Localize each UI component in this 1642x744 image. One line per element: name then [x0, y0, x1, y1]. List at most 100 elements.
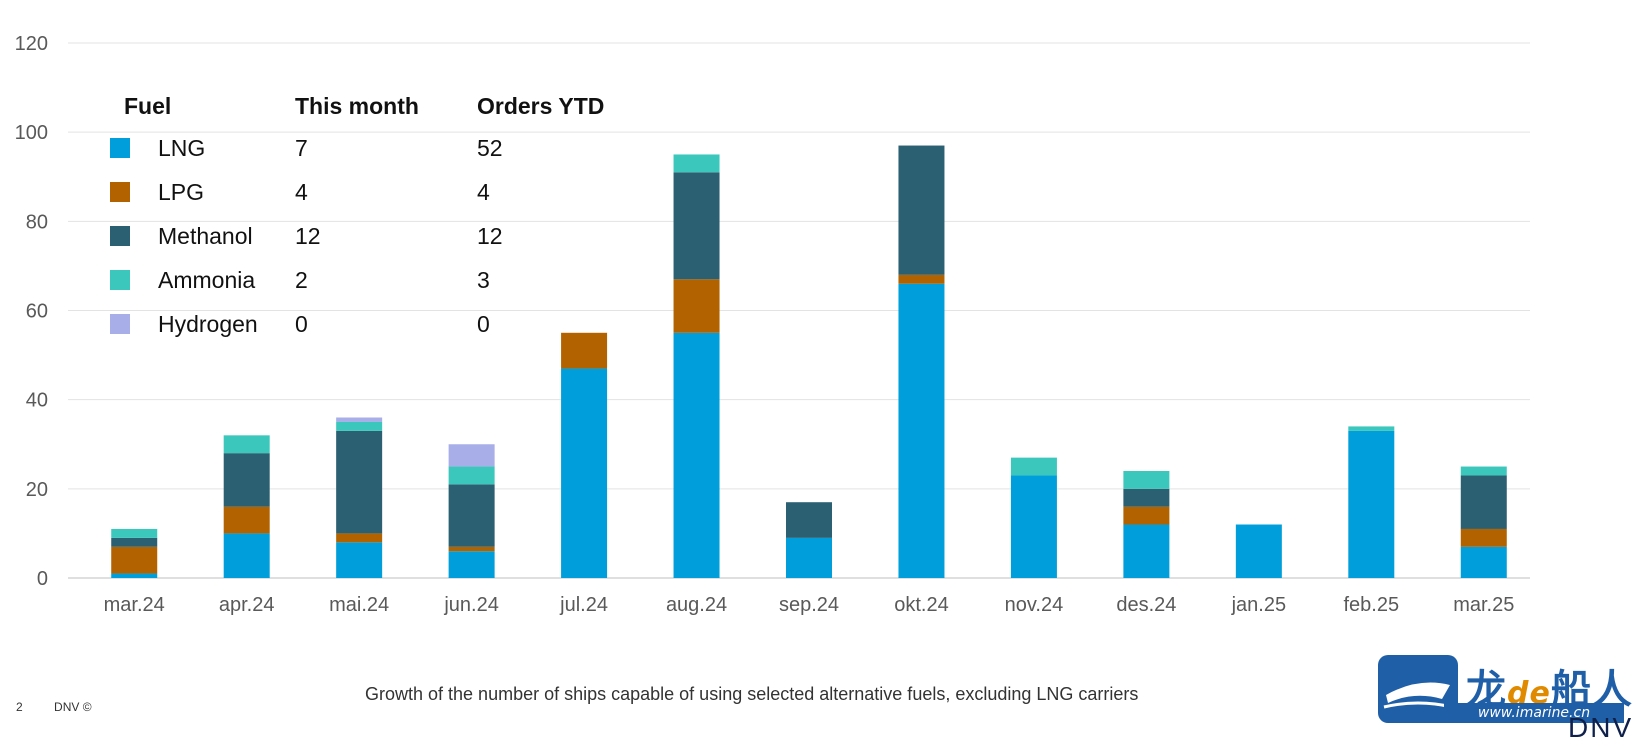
x-tick-label: mai.24	[329, 594, 389, 616]
bar-lpg-apr.24	[223, 506, 270, 534]
x-tick-label: mar.24	[104, 594, 165, 616]
x-tick-label: nov.24	[1005, 594, 1064, 616]
x-tick-label: apr.24	[219, 594, 275, 616]
legend-this-month-hydrogen: 0	[295, 310, 308, 337]
legend-fuel-lng: LNG	[158, 134, 206, 161]
legend-fuel-hydrogen: Hydrogen	[158, 310, 258, 337]
bar-ammonia-feb.25	[1348, 426, 1395, 431]
legend-header-orders-ytd: Orders YTD	[477, 92, 605, 119]
bar-lng-sep.24	[786, 537, 832, 578]
legend-orders-ytd-hydrogen: 0	[477, 310, 490, 337]
y-tick-label: 120	[15, 33, 48, 55]
y-tick-label: 80	[26, 211, 48, 233]
legend-this-month-methanol: 12	[295, 222, 321, 249]
legend-this-month-lng: 7	[295, 134, 308, 161]
legend-row-lpg: LPG 4 4	[110, 170, 657, 214]
watermark-logo: 龙de船人 www.imarine.cn	[1378, 655, 1632, 723]
legend-row-lng: LNG 7 52	[110, 126, 657, 170]
x-tick-label: okt.24	[894, 594, 948, 616]
legend-header-row: Fuel This month Orders YTD	[110, 86, 657, 126]
bar-lng-mai.24	[336, 542, 383, 578]
bar-lng-mar.24	[111, 573, 158, 578]
bar-ammonia-mar.24	[111, 528, 158, 538]
legend-row-methanol: Methanol 12 12	[110, 214, 657, 258]
y-tick-label: 20	[26, 479, 48, 501]
y-tick-label: 40	[26, 390, 48, 412]
bar-lng-mar.25	[1460, 546, 1507, 578]
bar-lpg-mar.25	[1460, 528, 1507, 547]
bar-lng-aug.24	[673, 332, 720, 578]
bar-methanol-des.24	[1123, 488, 1170, 507]
legend-swatch-lpg	[110, 182, 130, 202]
bar-lpg-aug.24	[673, 279, 720, 333]
watermark-url: www.imarine.cn	[1444, 703, 1624, 723]
bar-lng-feb.25	[1348, 430, 1395, 578]
legend-row-ammonia: Ammonia 2 3	[110, 258, 657, 302]
bar-ammonia-des.24	[1123, 471, 1170, 489]
bar-ammonia-aug.24	[673, 154, 720, 173]
x-tick-label: aug.24	[666, 594, 727, 616]
bar-methanol-mar.25	[1460, 475, 1507, 529]
legend-orders-ytd-methanol: 12	[477, 222, 503, 249]
bar-lng-jan.25	[1235, 524, 1282, 578]
dnv-brand-logo: DNV	[1568, 712, 1634, 743]
bar-hydrogen-mai.24	[336, 417, 383, 422]
bar-lpg-mar.24	[111, 546, 158, 574]
x-tick-label: mar.25	[1453, 594, 1514, 616]
bars	[111, 145, 1507, 578]
legend-swatch-methanol	[110, 226, 130, 246]
bar-lng-jun.24	[448, 551, 495, 578]
bar-lng-okt.24	[898, 283, 945, 578]
bar-methanol-mai.24	[336, 430, 383, 534]
bar-lng-nov.24	[1010, 475, 1057, 578]
bar-methanol-aug.24	[673, 172, 720, 280]
legend-fuel-lpg: LPG	[158, 178, 205, 205]
y-tick-label: 60	[26, 301, 48, 323]
bar-ammonia-nov.24	[1010, 457, 1057, 476]
legend-row-hydrogen: Hydrogen 0 0	[110, 302, 657, 346]
legend-fuel-methanol: Methanol	[158, 222, 253, 249]
legend-table: Fuel This month Orders YTD LNG 7 52 LPG …	[110, 86, 657, 346]
bar-lng-des.24	[1123, 524, 1170, 578]
legend-swatch-lng	[110, 138, 130, 158]
legend-this-month-lpg: 4	[295, 178, 308, 205]
bar-lpg-jul.24	[561, 332, 608, 369]
chart-caption: Growth of the number of ships capable of…	[365, 684, 1139, 704]
legend-this-month-ammonia: 2	[295, 266, 308, 293]
x-tick-label: jun.24	[443, 594, 499, 616]
bar-methanol-apr.24	[223, 453, 270, 507]
bar-lpg-des.24	[1123, 506, 1170, 525]
bar-lpg-mai.24	[336, 533, 383, 543]
bar-lpg-jun.24	[448, 546, 495, 552]
bar-lpg-okt.24	[898, 274, 945, 284]
bar-ammonia-mar.25	[1460, 466, 1507, 476]
legend-orders-ytd-ammonia: 3	[477, 266, 490, 293]
footer: 2 DNV ©	[16, 700, 120, 714]
x-axis-tick-labels: mar.24 apr.24 mai.24 jun.24 jul.24 aug.24 sep.…	[104, 594, 1515, 616]
legend-header-fuel: Fuel	[124, 92, 172, 119]
legend-orders-ytd-lpg: 4	[477, 178, 490, 205]
bar-methanol-sep.24	[786, 502, 832, 538]
x-tick-label: feb.25	[1344, 594, 1400, 616]
legend-header-this-month: This month	[295, 92, 419, 119]
copyright: DNV ©	[54, 700, 92, 714]
legend-orders-ytd-lng: 52	[477, 134, 503, 161]
legend-swatch-hydrogen	[110, 314, 130, 334]
bar-ammonia-apr.24	[223, 435, 270, 454]
bar-methanol-jun.24	[448, 484, 495, 547]
bar-ammonia-jun.24	[448, 466, 495, 485]
bar-hydrogen-jun.24	[448, 444, 495, 467]
bar-lng-apr.24	[223, 533, 270, 578]
page-number: 2	[16, 700, 23, 714]
bar-ammonia-mai.24	[336, 421, 383, 431]
bar-lng-jul.24	[561, 368, 608, 578]
grid-lines	[68, 42, 1530, 579]
bar-methanol-mar.24	[111, 537, 158, 547]
x-tick-label: sep.24	[779, 594, 839, 616]
x-tick-label: jan.25	[1231, 594, 1287, 616]
y-tick-label: 100	[15, 122, 48, 144]
bar-methanol-okt.24	[898, 145, 945, 275]
legend-fuel-ammonia: Ammonia	[158, 266, 256, 293]
x-tick-label: des.24	[1116, 594, 1176, 616]
